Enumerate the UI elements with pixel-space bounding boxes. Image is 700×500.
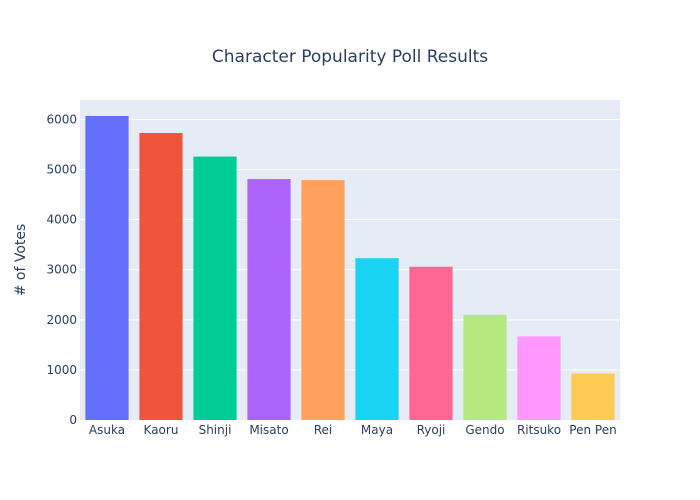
x-tick-label: Kaoru bbox=[144, 423, 179, 437]
bars bbox=[85, 115, 615, 421]
y-tick-label: 3000 bbox=[46, 263, 77, 277]
bar-rei[interactable] bbox=[301, 180, 345, 420]
x-tick-label: Rei bbox=[314, 423, 333, 437]
y-tick-label: 2000 bbox=[46, 313, 77, 327]
x-tick-label: Ryoji bbox=[417, 423, 446, 437]
bar-gendo[interactable] bbox=[463, 314, 507, 420]
y-tick-label: 1000 bbox=[46, 363, 77, 377]
x-tick-label: Ritsuko bbox=[517, 423, 561, 437]
y-tick-label: 0 bbox=[69, 413, 77, 427]
bar-kaoru[interactable] bbox=[139, 133, 183, 421]
x-tick-label: Misato bbox=[249, 423, 288, 437]
x-tick-label: Shinji bbox=[199, 423, 232, 437]
y-tick-label: 6000 bbox=[46, 112, 77, 126]
x-axis-ticks: Asuka Kaoru Shinji Misato Rei Maya Ryoji Gendo R… bbox=[89, 423, 617, 437]
chart-title: Character Popularity Poll Results bbox=[212, 47, 488, 67]
bar-asuka[interactable] bbox=[85, 115, 129, 420]
y-tick-label: 5000 bbox=[46, 163, 77, 177]
y-axis-ticks: 0 1000 2000 3000 4000 5000 6000 bbox=[46, 112, 77, 427]
bar-ryoji[interactable] bbox=[409, 266, 453, 420]
bar-pen-pen[interactable] bbox=[571, 373, 615, 420]
x-tick-label: Gendo bbox=[465, 423, 504, 437]
bar-ritsuko[interactable] bbox=[517, 336, 561, 420]
y-axis-label: # of Votes bbox=[13, 224, 29, 297]
bar-maya[interactable] bbox=[355, 258, 399, 420]
x-tick-label: Pen Pen bbox=[569, 423, 616, 437]
bar-shinji[interactable] bbox=[193, 156, 237, 421]
x-tick-label: Maya bbox=[361, 423, 393, 437]
x-tick-label: Asuka bbox=[89, 423, 125, 437]
bar-misato[interactable] bbox=[247, 179, 291, 420]
y-tick-label: 4000 bbox=[46, 213, 77, 227]
